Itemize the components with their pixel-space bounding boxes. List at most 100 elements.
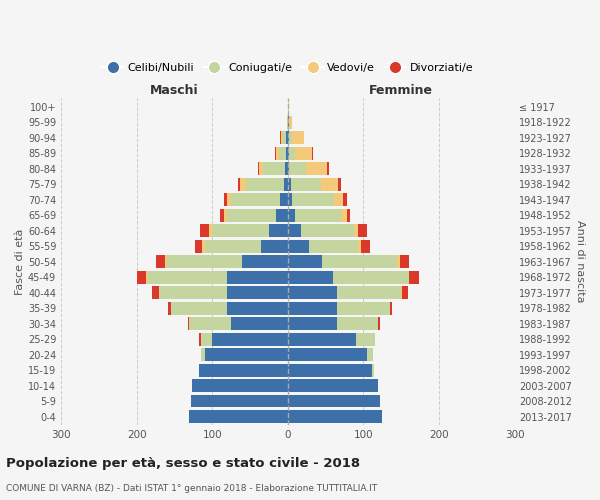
Bar [269,224,288,237]
Bar [347,209,350,222]
Bar [284,178,288,190]
Bar [224,209,227,222]
Bar [246,178,284,190]
Bar [261,240,288,252]
Bar [192,380,288,392]
Bar [278,147,286,160]
Bar [159,286,227,299]
Bar [167,256,242,268]
Bar [288,162,289,175]
Bar [277,147,278,160]
Bar [390,302,392,314]
Bar [288,364,373,376]
Bar [288,100,289,113]
Bar [306,162,327,175]
Bar [188,318,190,330]
Bar [227,302,288,314]
Bar [263,162,286,175]
Bar [321,178,338,190]
Bar [288,194,292,206]
Bar [288,286,337,299]
Bar [358,240,361,252]
Bar [286,132,288,144]
Y-axis label: Fasce di età: Fasce di età [15,228,25,295]
Bar [190,410,288,423]
Bar [199,333,201,345]
Bar [288,116,289,128]
Bar [201,333,212,345]
Bar [220,209,224,222]
Bar [283,132,286,144]
Bar [301,224,354,237]
Bar [288,132,289,144]
Bar [227,286,288,299]
Bar [356,333,374,345]
Bar [199,364,288,376]
Bar [322,256,397,268]
Bar [288,147,289,160]
Bar [288,224,301,237]
Bar [379,318,380,330]
Bar [277,209,288,222]
Bar [295,147,312,160]
Bar [312,147,313,160]
Text: Femmine: Femmine [369,84,433,97]
Bar [289,147,295,160]
Bar [400,256,409,268]
Bar [280,194,288,206]
Bar [195,240,202,252]
Bar [288,209,295,222]
Bar [259,162,263,175]
Bar [374,333,376,345]
Bar [212,333,288,345]
Bar [156,256,166,268]
Bar [309,240,358,252]
Bar [146,271,148,283]
Bar [227,271,288,283]
Bar [191,395,288,407]
Bar [288,302,337,314]
Bar [333,271,409,283]
Bar [337,318,379,330]
Bar [292,132,304,144]
Bar [338,178,341,190]
Y-axis label: Anni di nascita: Anni di nascita [575,220,585,303]
Bar [361,240,370,252]
Bar [257,162,259,175]
Bar [238,178,240,190]
Bar [295,209,341,222]
Bar [275,147,277,160]
Bar [334,194,343,206]
Bar [286,162,288,175]
Bar [341,209,347,222]
Bar [327,162,329,175]
Bar [288,380,379,392]
Bar [152,286,158,299]
Bar [286,147,288,160]
Bar [224,194,227,206]
Bar [337,286,401,299]
Bar [212,224,269,237]
Bar [190,318,231,330]
Legend: Celibi/Nubili, Coniugati/e, Vedovi/e, Divorziati/e: Celibi/Nubili, Coniugati/e, Vedovi/e, Di… [98,58,478,77]
Bar [289,116,292,128]
Bar [409,271,419,283]
Bar [288,410,382,423]
Text: Popolazione per età, sesso e stato civile - 2018: Popolazione per età, sesso e stato civil… [6,458,360,470]
Bar [402,286,408,299]
Bar [288,333,356,345]
Bar [205,240,261,252]
Bar [288,240,309,252]
Bar [280,132,281,144]
Bar [289,132,292,144]
Bar [343,194,347,206]
Bar [291,178,321,190]
Bar [227,209,277,222]
Bar [242,256,288,268]
Bar [289,162,306,175]
Bar [288,178,291,190]
Bar [148,271,227,283]
Bar [200,224,209,237]
Text: Maschi: Maschi [150,84,199,97]
Bar [202,240,205,252]
